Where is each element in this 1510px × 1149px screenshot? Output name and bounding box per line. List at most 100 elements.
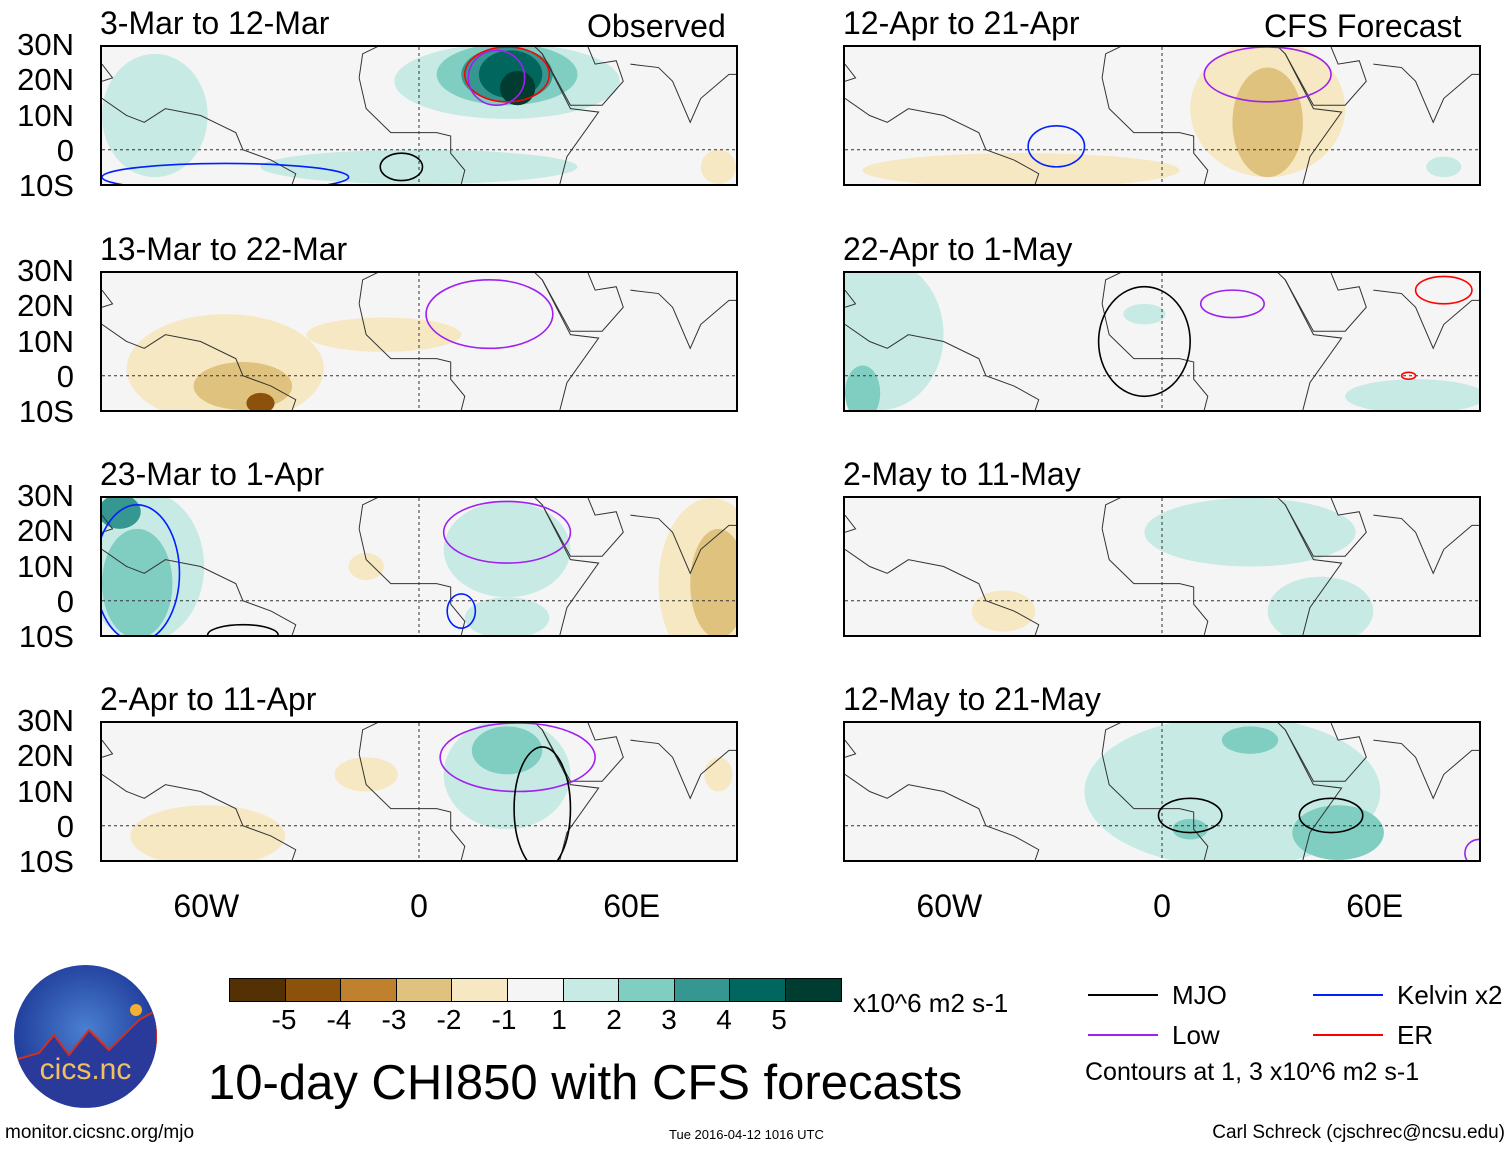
map-panel (843, 496, 1481, 637)
panel-title: 2-May to 11-May (843, 456, 1081, 492)
site-url[interactable]: monitor.cicsnc.org/mjo (5, 1122, 195, 1143)
anomaly-shading (443, 501, 571, 598)
map-panel (843, 721, 1481, 862)
colorbar-tick-label: -1 (491, 1004, 517, 1035)
lat-tick-label: 20N (17, 62, 74, 98)
legend-line (1313, 1034, 1383, 1036)
lat-tick-label: 0 (56, 583, 74, 619)
lat-tick-label: 10N (17, 97, 74, 133)
coastline (359, 723, 599, 860)
er-contour (1416, 276, 1472, 303)
coastline (542, 273, 736, 348)
lat-tick-label: 20N (17, 288, 74, 324)
lon-tick-label: 60W (173, 888, 240, 924)
coastline (359, 498, 599, 635)
coastline (1102, 273, 1342, 410)
lat-tick-label: 10S (18, 394, 74, 430)
low-contour (440, 723, 595, 792)
legend-label: ER (1397, 1020, 1434, 1050)
anomaly-shading (845, 365, 881, 410)
coastline (102, 740, 296, 860)
colorbar-tick-label: 2 (606, 1004, 622, 1035)
low-contour (468, 50, 524, 105)
anomaly-shading (1232, 67, 1303, 178)
anomaly-shading (704, 757, 733, 792)
lon-tick-label: 60E (603, 888, 661, 924)
coastline (1285, 273, 1479, 348)
anomaly-shading (1267, 576, 1374, 635)
anomaly-shading (260, 149, 578, 184)
anomaly-shading (334, 757, 398, 792)
observed-label: Observed (587, 8, 726, 44)
colorbar-tick-label: 4 (716, 1004, 732, 1035)
coastline (845, 740, 1039, 860)
er-contour (1402, 372, 1416, 379)
mjo-contour (380, 153, 422, 180)
lon-tick-label: 0 (410, 888, 428, 924)
colorbar-swatch (619, 979, 675, 1001)
colorbar-swatch (674, 979, 731, 1001)
coastline (102, 64, 296, 184)
map-panel (100, 721, 738, 862)
lon-tick-label: 0 (1153, 888, 1171, 924)
lat-tick-label: 0 (56, 808, 74, 844)
anomaly-shading (1123, 303, 1166, 325)
kelvin-contour (1028, 126, 1084, 167)
chart-title: 10-day CHI850 with CFS forecasts (208, 1056, 963, 1110)
colorbar-tick-label: -5 (271, 1004, 297, 1035)
colorbar-swatch (396, 979, 453, 1001)
low-contour (1465, 839, 1479, 860)
mjo-contour (208, 625, 278, 635)
anomaly-shading (1426, 156, 1462, 178)
map-panel (100, 496, 738, 637)
panel-title: 12-Apr to 21-Apr (843, 5, 1080, 41)
coastline (1102, 723, 1342, 860)
legend-label: Kelvin x2 (1397, 980, 1503, 1010)
colorbar-swatch (341, 979, 397, 1001)
coastline (542, 47, 736, 122)
colorbar-tick-label: -4 (326, 1004, 352, 1035)
legend-label: MJO (1172, 980, 1227, 1010)
colorbar-swatch (230, 979, 286, 1001)
lon-tick-label: 60E (1346, 888, 1404, 924)
lat-tick-label: 30N (17, 703, 74, 738)
coastline (1285, 498, 1479, 573)
low-contour (1204, 47, 1331, 102)
coastline (845, 64, 1039, 184)
lat-tick-label: 10N (17, 323, 74, 359)
coastline (1102, 47, 1342, 184)
anomaly-shading (1221, 726, 1279, 754)
anomaly-shading (971, 590, 1036, 632)
lat-tick-label: 10N (17, 548, 74, 584)
colorbar-swatch (452, 979, 508, 1001)
anomaly-shading (1144, 498, 1356, 567)
low-contour (444, 501, 571, 563)
map-panel (100, 271, 738, 412)
anomaly-shading (1345, 379, 1479, 410)
lat-tick-label: 0 (56, 132, 74, 168)
mjo-contour (514, 747, 570, 860)
coastline (359, 273, 599, 410)
coastline (102, 515, 296, 635)
anomaly-shading (500, 70, 536, 106)
kelvin-contour (102, 505, 179, 635)
colorbar-tick-label: 1 (551, 1004, 567, 1035)
colorbar-tick-label: 5 (771, 1004, 787, 1035)
lat-tick-label: 30N (17, 253, 74, 288)
colorbar-tick-label: -3 (381, 1004, 407, 1035)
lat-tick-label: 20N (17, 513, 74, 549)
lat-tick-label: 0 (56, 358, 74, 394)
map-panel (843, 45, 1481, 186)
anomaly-shading (1172, 818, 1208, 840)
er-contour (465, 47, 550, 102)
map-panel (843, 271, 1481, 412)
lat-tick-label: 10S (18, 844, 74, 880)
author: Carl Schreck (cjschrec@ncsu.edu) (1212, 1122, 1505, 1143)
low-contour (426, 280, 553, 349)
colorbar-swatch (507, 979, 564, 1001)
lat-tick-label: 10N (17, 773, 74, 809)
anomaly-shading (246, 392, 275, 410)
timestamp: Tue 2016-04-12 1016 UTC (669, 1127, 824, 1142)
anomaly-shading (130, 805, 286, 860)
